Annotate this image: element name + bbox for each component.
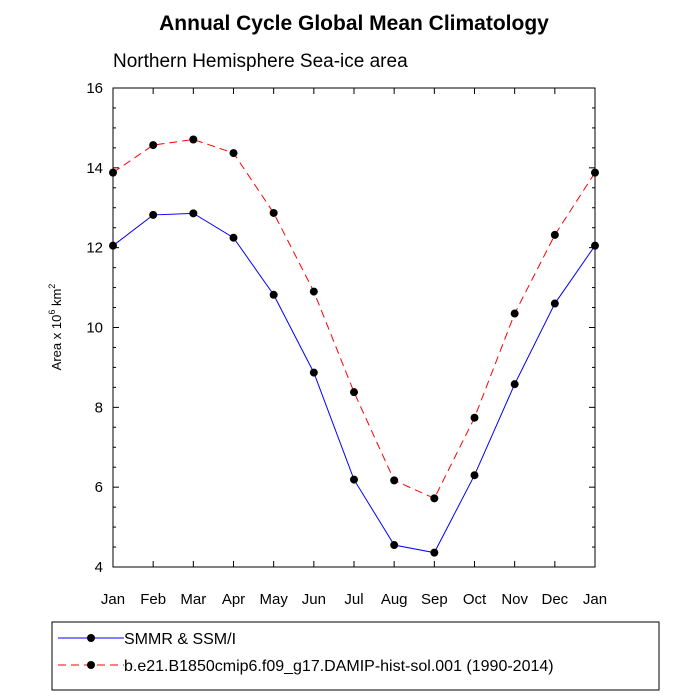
chart-subtitle: Northern Hemisphere Sea-ice area [113, 51, 408, 72]
x-tick-label: Nov [501, 591, 528, 608]
legend-label-1: SMMR & SSM/I [124, 631, 236, 648]
y-axis-label: Area x 106 km2 [47, 284, 64, 371]
axes: 4 6 8 10 12 14 16 Jan Feb Mar Apr May Jun Jul Aug Sep Oc… [86, 80, 607, 608]
y-tick-label: 12 [86, 240, 103, 257]
x-tick-label: Oct [463, 591, 487, 608]
x-tick-label: Mar [180, 591, 206, 608]
x-tick-label: Feb [140, 591, 166, 608]
y-tick-label: 8 [95, 399, 103, 416]
data-point [149, 141, 158, 150]
data-point [550, 230, 559, 239]
data-point [390, 476, 399, 485]
y-tick-label: 14 [86, 160, 103, 177]
y-tick-label: 16 [86, 80, 103, 97]
data-point [269, 290, 278, 299]
series-layer [109, 135, 599, 557]
data-point [550, 299, 559, 308]
x-tick-label: Jun [302, 591, 326, 608]
data-point [350, 475, 358, 484]
data-point [510, 380, 519, 389]
legend-marker [87, 661, 95, 669]
legend-box [51, 621, 660, 691]
data-point [229, 149, 238, 158]
x-tick-label: Dec [541, 591, 568, 608]
data-point [430, 494, 439, 503]
data-point [309, 368, 318, 377]
data-point [189, 135, 198, 144]
y-tick-label: 4 [95, 559, 103, 576]
data-point [470, 471, 479, 480]
data-point [591, 241, 599, 250]
data-point [109, 168, 117, 177]
x-tick-label: May [259, 591, 288, 608]
data-point [430, 548, 439, 557]
plot-frame [112, 87, 596, 568]
y-tick-label: 10 [86, 320, 103, 337]
data-point [510, 309, 519, 318]
data-point [109, 241, 117, 250]
x-tick-label: Apr [222, 591, 245, 608]
x-tick-label: Sep [421, 591, 448, 608]
data-point [229, 233, 238, 242]
data-point [309, 287, 318, 296]
x-tick-label: Jul [344, 591, 363, 608]
series-line-2 [112, 138, 596, 499]
data-point [591, 168, 599, 177]
data-point [350, 388, 358, 397]
x-tick-label: Aug [381, 591, 408, 608]
data-point [269, 208, 278, 217]
x-tick-label: Jan [101, 591, 125, 608]
chart-title: Annual Cycle Global Mean Climatology [159, 12, 549, 35]
legend: SMMR & SSM/I b.e21.B1850cmip6.f09_g17.DAM… [58, 631, 554, 675]
data-point [149, 210, 158, 219]
legend-label-2: b.e21.B1850cmip6.f09_g17.DAMIP-hist-sol.… [124, 658, 554, 675]
x-tick-label: Jan [583, 591, 607, 608]
legend-marker [87, 634, 95, 642]
data-point [189, 209, 198, 218]
data-point [470, 413, 479, 422]
data-point [390, 541, 399, 550]
series-line-1 [112, 212, 596, 554]
y-tick-label: 6 [95, 479, 103, 496]
